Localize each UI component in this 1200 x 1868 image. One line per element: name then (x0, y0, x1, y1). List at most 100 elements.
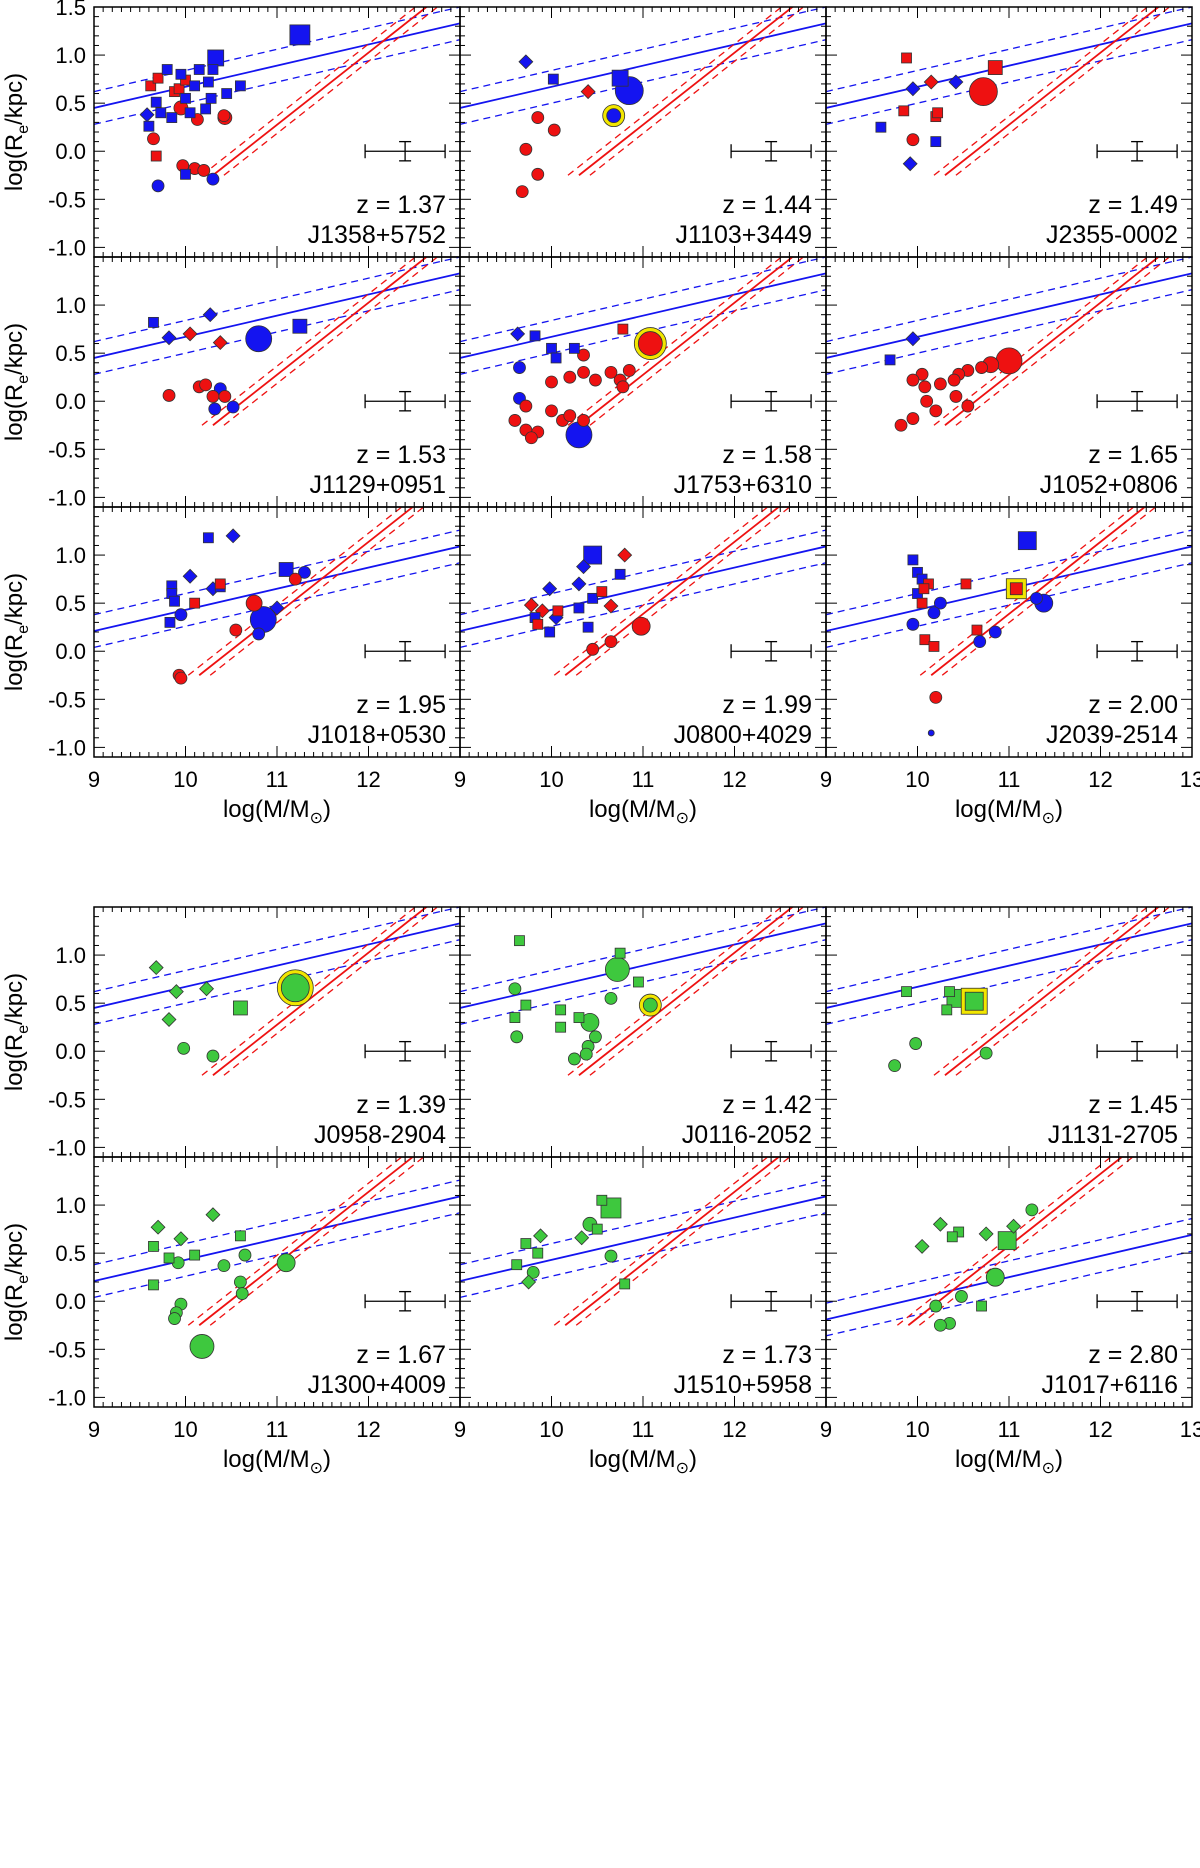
panel-object-label: J1018+0530 (308, 721, 446, 749)
red-relation-line (212, 257, 428, 426)
data-point-diamond (617, 547, 633, 563)
data-point-circle (909, 1037, 923, 1050)
panel-plot-area (826, 7, 1192, 176)
red-relation-scatter (553, 1157, 769, 1326)
x-tick-label: 13 (1180, 767, 1200, 792)
data-point-circle (199, 378, 213, 392)
x-axis-title: log(M/M⊙) (589, 1446, 697, 1477)
blue-relation-scatter (826, 529, 1192, 616)
red-relation-scatter (933, 257, 1149, 426)
data-point-circle (604, 957, 630, 982)
x-axis-title-sub: ⊙ (1042, 1460, 1055, 1477)
x-tick-label: 12 (356, 767, 380, 792)
data-point-circle (929, 1299, 943, 1313)
blue-relation-scatter (94, 1179, 460, 1266)
data-point-circle (579, 1047, 593, 1061)
red-relation-scatter (201, 257, 417, 426)
red-relation-line (944, 7, 1160, 176)
y-tick-label: 0.0 (55, 1039, 86, 1064)
data-point-square (987, 60, 1003, 75)
data-point-circle (933, 596, 947, 610)
panel-object-label: J1129+0951 (310, 471, 446, 499)
data-point-square (232, 1000, 248, 1016)
data-point-diamond (978, 1226, 994, 1242)
x-axis-title-sub: ⊙ (676, 1460, 689, 1477)
data-point-circle (577, 348, 590, 362)
data-point-circle (985, 1267, 1005, 1287)
panel-object-label: J1052+0806 (1040, 471, 1178, 499)
panel-redshift-label: z = 1.37 (356, 191, 446, 219)
panel-frame (459, 6, 827, 258)
data-point-circle (586, 642, 600, 656)
x-axis-title-main: log(M/M (955, 796, 1042, 823)
x-axis-title-close: ) (323, 796, 331, 823)
data-point-circle (604, 365, 618, 379)
panel-redshift-label: z = 1.99 (722, 691, 812, 719)
data-point-square (568, 342, 580, 354)
data-point-circle (577, 365, 590, 379)
data-point-diamond (574, 1230, 590, 1246)
data-point-square (582, 621, 594, 633)
x-axis-title: log(M/M⊙) (955, 1446, 1063, 1477)
data-point-diamond (225, 528, 241, 544)
panel-frame (825, 906, 1193, 1158)
data-point-circle (197, 164, 211, 177)
data-point-diamond (139, 107, 155, 123)
y-axis-title-sub: e (15, 1275, 32, 1284)
data-point-square (205, 92, 217, 104)
y-axis-title-rest: /kpc) (1, 1223, 28, 1275)
panel-redshift-label: z = 1.73 (722, 1341, 812, 1369)
panel-redshift-label: z = 2.80 (1088, 1341, 1178, 1369)
data-point-circle (949, 390, 963, 403)
data-point-circle (177, 1041, 191, 1055)
data-point-circle (508, 414, 522, 427)
panel-plot-area (460, 1157, 826, 1326)
red-relation-line (198, 507, 415, 676)
data-point-square (1017, 531, 1037, 551)
data-point-circle (927, 606, 941, 620)
x-tick-label: 11 (632, 767, 655, 792)
x-tick-label: 10 (173, 767, 197, 792)
blue-relation-scatter (826, 907, 1192, 993)
data-point-diamond (182, 568, 198, 584)
data-point-square (614, 568, 626, 580)
data-point-circle (604, 991, 618, 1005)
data-point-circle (961, 399, 975, 413)
red-relation-line (930, 507, 1147, 676)
data-point-circle (510, 1030, 524, 1044)
x-tick-label: 11 (998, 1417, 1021, 1442)
panel-frame (825, 1156, 1193, 1408)
x-tick-label: 10 (539, 767, 563, 792)
data-point-circle (252, 627, 266, 641)
x-tick-label: 12 (356, 1417, 380, 1442)
panel-redshift-label: z = 1.65 (1088, 441, 1178, 469)
data-point-square (143, 120, 155, 132)
panel-object-label: J1103+3449 (676, 221, 812, 249)
data-point-diamond (510, 326, 526, 342)
data-point-diamond (205, 1207, 221, 1223)
data-point-square (520, 1238, 532, 1249)
data-point-circle (947, 373, 961, 387)
y-axis-title: log(Re/kpc) (1, 73, 32, 191)
y-axis-title-sub: e (15, 375, 32, 384)
data-point-circle (208, 402, 222, 416)
x-axis-title: log(M/M⊙) (589, 796, 697, 827)
data-point-circle (906, 617, 920, 631)
data-point-circle (229, 623, 243, 637)
data-point-square (1009, 582, 1023, 596)
y-tick-label: 0.0 (55, 639, 86, 664)
data-point-square (148, 1241, 159, 1252)
data-point-square (532, 618, 544, 630)
data-point-square (150, 150, 162, 162)
red-relation-scatter (575, 1157, 791, 1326)
blue-relation-line (94, 22, 460, 109)
panel-redshift-label: z = 2.00 (1088, 691, 1178, 719)
data-point-circle (218, 390, 232, 403)
data-point-circle (933, 1318, 947, 1332)
data-point-circle (888, 1059, 902, 1073)
red-relation-scatter (933, 907, 1149, 1076)
data-point-diamond (905, 331, 921, 347)
data-point-circle (906, 412, 920, 425)
panel-frame (825, 506, 1193, 758)
